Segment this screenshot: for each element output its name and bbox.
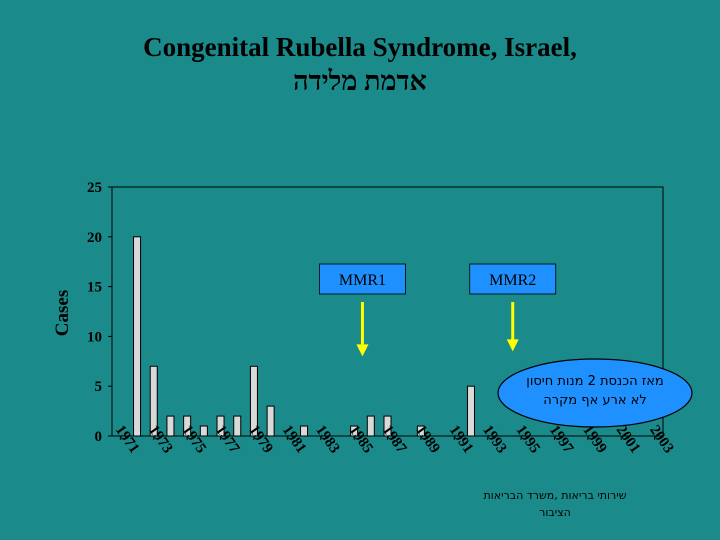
mmr-label-box [319, 263, 406, 295]
bar [166, 415, 175, 437]
bar [366, 415, 375, 437]
x-tick-label: 1989 [412, 423, 442, 457]
arrow-head [356, 344, 369, 357]
x-tick-label: 2001 [613, 423, 643, 457]
bars [133, 236, 475, 437]
arrow-head [506, 339, 519, 352]
annotations: MMR1 MMR2 [319, 263, 557, 357]
y-axis: 0 5 10 15 20 25 [87, 180, 112, 445]
note-bubble-text: מאז הכנסת 2 מנות חיסון לא ארע אף מקרה [502, 372, 688, 410]
y-tick-label: 10 [87, 329, 102, 345]
mmr-label-box [469, 263, 557, 295]
note-line-2: לא ארע אף מקרה [543, 393, 647, 408]
x-tick-label: 1999 [579, 423, 609, 457]
x-tick-label: 1995 [513, 423, 543, 457]
x-tick-label: 1993 [479, 423, 509, 457]
y-tick-label: 0 [95, 429, 103, 445]
chart-title: Congenital Rubella Syndrome, Israel, אדמ… [0, 30, 720, 98]
bar [266, 405, 275, 437]
y-tick-label: 5 [95, 379, 103, 395]
x-axis: 1971 1973 1975 1977 1979 1981 1983 1985 1987 1989… [112, 423, 677, 457]
source-line-1: שירותי בריאות ,משרד הבריאות [483, 489, 627, 502]
mmr-label: MMR1 [339, 272, 386, 289]
bar [199, 425, 208, 437]
source-line-2: הציבור [539, 506, 571, 519]
bar [466, 385, 475, 437]
x-tick-label: 1983 [312, 423, 342, 457]
y-tick-label: 20 [87, 230, 102, 246]
bar [133, 236, 142, 437]
y-axis-label: Cases [52, 290, 73, 336]
note-bubble [497, 358, 693, 428]
source-credit: שירותי בריאות ,משרד הבריאות הציבור [480, 487, 630, 521]
title-english: Congenital Rubella Syndrome, Israel, [143, 32, 577, 62]
x-tick-label: 1987 [379, 423, 410, 457]
bar [300, 425, 309, 437]
note-line-1: מאז הכנסת 2 מנות חיסון [526, 374, 664, 389]
mmr-label: MMR2 [489, 272, 536, 289]
title-hebrew: אדמת מלידה [293, 66, 427, 96]
y-tick-label: 25 [87, 180, 102, 196]
y-tick-label: 15 [87, 280, 102, 296]
x-tick-label: 1997 [546, 423, 577, 457]
bar [233, 415, 242, 437]
x-tick-label: 2003 [646, 423, 676, 457]
